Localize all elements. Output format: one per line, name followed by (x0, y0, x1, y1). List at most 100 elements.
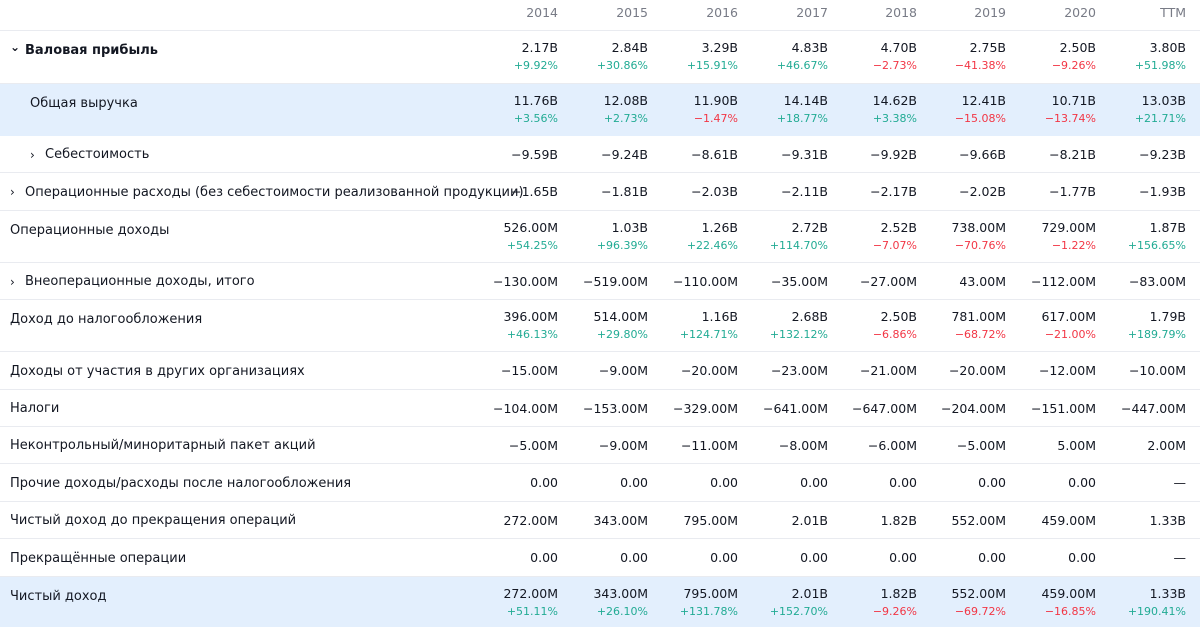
value-cell-2017: 0.00 (738, 551, 828, 565)
cell-value: 795.00M (683, 586, 738, 601)
cell-value: 2.84B (611, 40, 648, 55)
cell-value: 1.16B (701, 309, 738, 324)
value-cell-2017: 2.01B +152.70% (738, 587, 828, 619)
cell-change: +131.78% (679, 605, 738, 618)
value-cell-2018: 1.82B (827, 514, 917, 528)
value-cell-2018: −9.92B (827, 148, 917, 162)
column-header-2016[interactable]: 2016 (706, 5, 738, 20)
cell-change: +9.92% (513, 59, 558, 72)
cell-change: −15.08% (954, 112, 1006, 125)
row-label-text: Операционные расходы (без себестоимости … (25, 184, 524, 200)
value-cell-2017: −641.00M (738, 402, 828, 416)
cell-value: 1.82B (880, 586, 917, 601)
value-cell-2017: 4.83B +46.67% (738, 41, 828, 73)
cell-change: −9.26% (1051, 59, 1096, 72)
row-label-text: Внеоперационные доходы, итого (25, 274, 255, 289)
table-row[interactable]: › Себестоимость −9.59B −9.24B −8.61B −9.31B −9… (0, 136, 1200, 173)
cell-value: 1.33B (1149, 513, 1186, 528)
value-cell-2020: 0.00 (1006, 476, 1096, 490)
value-cell-2014: 272.00M +51.11% (468, 586, 558, 619)
value-cell-ttm: −447.00M (1096, 402, 1186, 416)
value-cell-2017: −23.00M (738, 364, 828, 378)
table-row: Налоги −104.00M −153.00M −329.00M −641.00M −6… (0, 390, 1200, 427)
row-label-text: Общая выручка (30, 95, 138, 111)
cell-value: 2.75B (969, 40, 1006, 55)
cell-change: −70.76% (954, 239, 1006, 252)
column-header-2015[interactable]: 2015 (616, 5, 648, 20)
cell-value: 3.80B (1149, 40, 1186, 55)
table-row: Чистый доход до прекращения операций 272.… (0, 502, 1200, 539)
cell-value: 272.00M (503, 586, 558, 601)
value-cell-ttm: 3.80B +51.98% (1096, 40, 1186, 73)
value-cell-2016: 11.90B −1.47% (648, 94, 738, 126)
cell-value: 781.00M (951, 309, 1006, 324)
column-header-2020[interactable]: 2020 (1064, 5, 1096, 20)
value-cell-2017: −9.31B (738, 148, 828, 162)
cell-value: −641.00M (763, 401, 828, 416)
row-label[interactable]: ⌄ Валовая прибыль (10, 40, 158, 59)
chevron-right-icon[interactable]: › (10, 185, 15, 199)
cell-value: −153.00M (583, 401, 648, 416)
cell-value: −9.59B (511, 147, 558, 162)
cell-value: 13.03B (1141, 93, 1186, 108)
row-label-text: Чистый доход (10, 588, 107, 604)
cell-change: +51.11% (506, 605, 558, 618)
row-label[interactable]: › Операционные расходы (без себестоимости… (10, 173, 524, 211)
value-cell-2019: 738.00M −70.76% (916, 221, 1006, 253)
column-header-ttm[interactable]: TTM (1160, 5, 1186, 20)
value-cell-2020: −12.00M (1006, 364, 1096, 378)
value-cell-2017: −2.11B (738, 185, 828, 199)
value-cell-2015: 2.84B +30.86% (558, 40, 648, 73)
row-label: Доходы от участия в других организациях (10, 352, 305, 390)
cell-value: 526.00M (503, 220, 558, 235)
value-cell-2014: −9.59B (468, 148, 558, 162)
row-label[interactable]: › Внеоперационные доходы, итого (10, 263, 255, 300)
table-row[interactable]: › Операционные расходы (без себестоимости… (0, 173, 1200, 211)
value-cell-ttm: — (1096, 476, 1187, 490)
value-cell-2014: −15.00M (468, 364, 558, 378)
cell-value: −112.00M (1031, 274, 1096, 289)
column-header-2018[interactable]: 2018 (885, 5, 917, 20)
value-cell-2016: 795.00M (648, 514, 738, 528)
chevron-right-icon[interactable]: › (30, 147, 35, 162)
cell-value: 343.00M (593, 586, 648, 601)
value-cell-2015: 12.08B +2.73% (558, 94, 648, 126)
row-label: Чистый доход до прекращения операций (10, 502, 296, 539)
table-row[interactable]: ⌄ Валовая прибыль 2.17B +9.92% 2.84B +30.86% 3… (0, 31, 1200, 84)
cell-value: −8.21B (1049, 147, 1096, 162)
value-cell-ttm: 1.79B +189.79% (1096, 310, 1186, 342)
chevron-down-icon[interactable]: ⌄ (10, 40, 21, 54)
table-row: Чистый доход 272.00M +51.11% 343.00M +26.10%… (0, 577, 1200, 627)
value-cell-2019: 552.00M −69.72% (916, 587, 1006, 619)
value-cell-ttm: 13.03B +21.71% (1096, 93, 1186, 126)
value-cell-2014: 526.00M +54.25% (468, 220, 558, 253)
value-cell-2015: 343.00M (558, 514, 648, 528)
cell-change: +152.70% (769, 605, 828, 618)
cell-value: 552.00M (951, 513, 1006, 528)
value-cell-2020: −1.77B (1006, 185, 1096, 199)
row-label[interactable]: › Себестоимость (30, 136, 149, 173)
value-cell-2020: 617.00M −21.00% (1006, 310, 1096, 342)
value-cell-2019: 552.00M (916, 514, 1006, 528)
table-row[interactable]: › Внеоперационные доходы, итого −130.00M −5… (0, 263, 1200, 300)
cell-change: −2.73% (872, 59, 917, 72)
value-cell-2017: 2.72B +114.70% (738, 221, 828, 253)
column-header-2017[interactable]: 2017 (796, 5, 828, 20)
value-cell-ttm: — (1096, 551, 1187, 565)
value-cell-2015: 0.00 (558, 551, 648, 565)
cell-change: +2.73% (603, 112, 648, 125)
table-row: Доходы от участия в других организациях −… (0, 352, 1200, 390)
value-cell-2016: 0.00 (648, 476, 738, 490)
value-cell-ttm: −1.93B (1096, 185, 1186, 199)
value-cell-2019: −204.00M (916, 402, 1006, 416)
column-header-2019[interactable]: 2019 (974, 5, 1006, 20)
cell-value: −12.00M (1038, 363, 1096, 378)
column-header-2014[interactable]: 2014 (526, 5, 558, 20)
value-cell-2019: −9.66B (916, 148, 1006, 162)
value-cell-2015: 343.00M +26.10% (558, 586, 648, 619)
value-cell-2018: −2.17B (827, 185, 917, 199)
cell-value: 1.26B (701, 220, 738, 235)
value-cell-2014: −1.65B (468, 185, 558, 199)
chevron-right-icon[interactable]: › (10, 274, 15, 289)
cell-value: −5.00M (956, 438, 1006, 453)
